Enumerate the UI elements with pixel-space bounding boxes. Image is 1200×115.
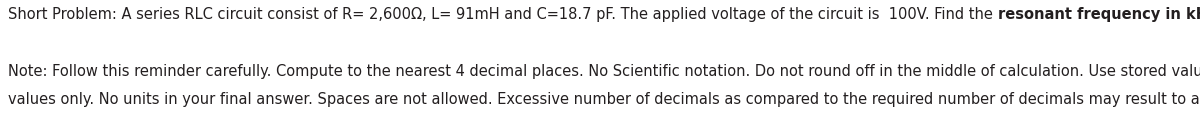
Text: resonant frequency in kHz: resonant frequency in kHz (997, 7, 1200, 22)
Text: Short Problem: A series RLC circuit consist of R= 2,600Ω, L= 91mH and C=18.7 pF.: Short Problem: A series RLC circuit cons… (8, 7, 997, 22)
Text: values only. No units in your final answer. Spaces are not allowed. Excessive nu: values only. No units in your final answ… (8, 91, 1200, 106)
Text: Note: Follow this reminder carefully. Compute to the nearest 4 decimal places. N: Note: Follow this reminder carefully. Co… (8, 63, 1200, 78)
